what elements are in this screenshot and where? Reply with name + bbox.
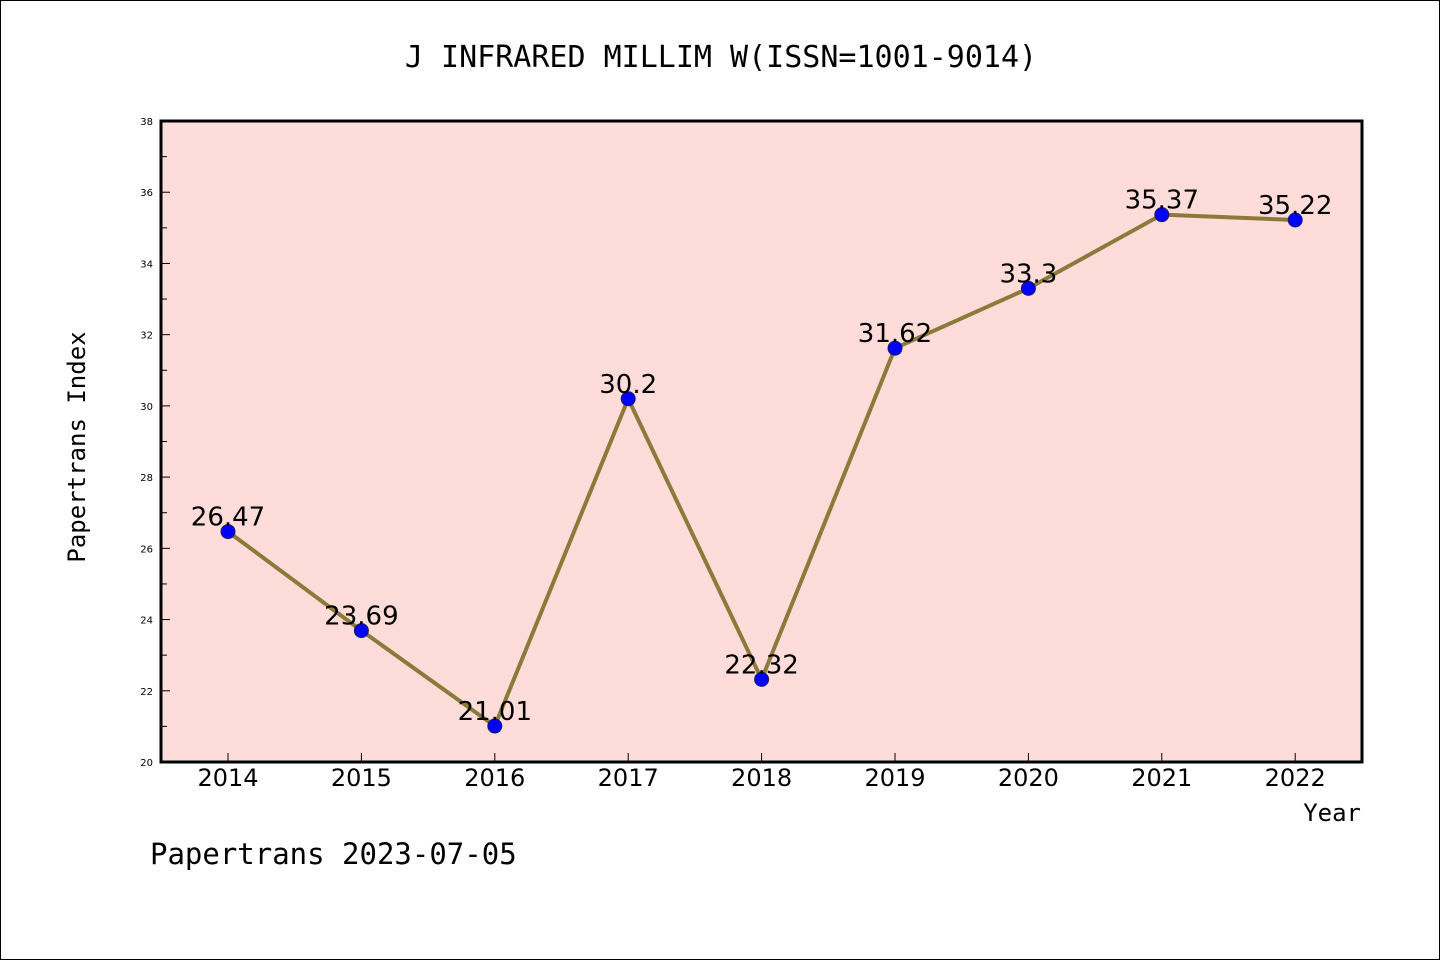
x-tick-label: 2015 — [331, 764, 392, 792]
data-label: 21.01 — [458, 697, 532, 727]
data-label: 35.22 — [1258, 191, 1332, 221]
data-point — [1287, 212, 1303, 228]
y-tick-label: 22 — [140, 687, 153, 698]
x-tick-label: 2016 — [464, 764, 525, 792]
y-tick-label: 26 — [140, 544, 153, 555]
y-tick-label: 32 — [140, 331, 153, 342]
y-tick-label: 34 — [140, 259, 153, 270]
data-point — [1020, 280, 1036, 296]
data-points — [220, 207, 1303, 734]
data-point — [754, 671, 770, 687]
data-labels: 26.47 23.69 21.01 30.2 22.32 31.62 33.3 35.37 35… — [191, 186, 1333, 727]
data-point — [620, 391, 636, 407]
data-label: 30.2 — [599, 370, 657, 400]
footer-text: Papertrans 2023-07-05 — [150, 837, 517, 871]
data-point — [487, 718, 503, 734]
y-tick-label: 30 — [140, 402, 153, 413]
y-axis-ticks: 20 22 24 26 28 30 32 34 36 38 — [140, 117, 170, 769]
data-label: 23.69 — [324, 602, 398, 632]
x-tick-label: 2018 — [731, 764, 792, 792]
data-label: 33.3 — [999, 259, 1057, 289]
data-label: 26.47 — [191, 503, 265, 533]
x-axis-label: Year — [1303, 799, 1361, 827]
x-tick-label: 2020 — [998, 764, 1059, 792]
y-tick-label: 38 — [140, 117, 153, 128]
x-tick-label: 2022 — [1265, 764, 1326, 792]
y-tick-label: 24 — [140, 616, 153, 627]
data-label: 31.62 — [858, 319, 932, 349]
x-tick-label: 2014 — [197, 764, 258, 792]
data-point — [1154, 207, 1170, 223]
y-tick-label: 28 — [140, 473, 153, 484]
x-tick-label: 2019 — [864, 764, 925, 792]
y-tick-label: 20 — [140, 758, 153, 769]
chart-title: J INFRARED MILLIM W(ISSN=1001-9014) — [405, 40, 1037, 75]
data-point — [887, 340, 903, 356]
data-label: 35.37 — [1125, 186, 1199, 216]
y-axis-label: Papertrans Index — [63, 331, 91, 562]
x-tick-label: 2017 — [598, 764, 659, 792]
plot-area — [159, 119, 1364, 764]
data-point — [220, 524, 236, 540]
x-tick-label: 2021 — [1131, 764, 1192, 792]
data-label: 22.32 — [724, 650, 798, 680]
x-axis-ticks: 2014 2015 2016 2017 2018 2019 2020 2021 2022 — [197, 753, 1326, 792]
y-tick-label: 36 — [140, 188, 153, 199]
data-point — [353, 623, 369, 639]
